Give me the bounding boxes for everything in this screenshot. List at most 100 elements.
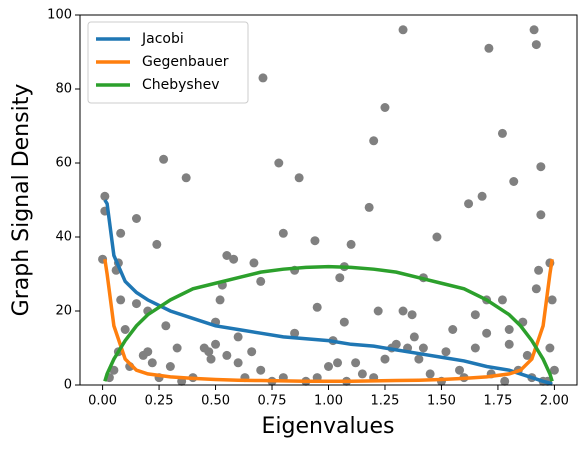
y-tick-label: 20 — [55, 304, 72, 319]
scatter-point — [181, 173, 191, 183]
scatter-point — [497, 295, 507, 305]
x-tick-label: 0.50 — [201, 394, 230, 409]
y-tick-label: 100 — [47, 8, 72, 23]
scatter-point — [159, 154, 169, 164]
scatter-point — [100, 191, 110, 201]
scatter-point — [441, 347, 451, 357]
x-tick-label: 1.50 — [427, 394, 456, 409]
scatter-point — [398, 25, 408, 35]
scatter-point — [120, 325, 130, 334]
scatter-point — [380, 103, 390, 112]
scatter-point — [522, 350, 532, 360]
scatter-point — [529, 25, 539, 35]
scatter-point — [335, 273, 345, 283]
scatter-point — [324, 362, 333, 371]
legend: Jacobi Gegenbauer Chebyshev — [87, 21, 249, 104]
scatter-point — [222, 251, 232, 260]
scatter-point — [229, 254, 239, 264]
scatter-point — [470, 310, 480, 320]
legend-box — [87, 21, 249, 104]
scatter-point — [346, 239, 356, 249]
scatter-point — [464, 199, 474, 209]
scatter-point — [497, 128, 507, 138]
scatter-point — [373, 306, 383, 316]
scatter-point — [455, 365, 465, 375]
scatter-point — [536, 162, 546, 172]
scatter-point — [147, 358, 157, 368]
scatter-point — [131, 214, 141, 223]
x-axis-label: Eigenvalues — [261, 414, 394, 439]
legend-label: Jacobi — [141, 31, 184, 47]
scatter-point — [418, 343, 428, 353]
scatter-point — [143, 347, 153, 357]
scatter-point — [534, 265, 544, 275]
scatter-point — [500, 376, 510, 386]
scatter-point — [369, 136, 379, 146]
y-tick-label: 60 — [55, 156, 72, 171]
series-line — [103, 199, 553, 386]
scatter-point — [409, 332, 419, 342]
scatter-point — [116, 295, 126, 305]
scatter-point — [233, 358, 243, 368]
scatter-point — [531, 40, 541, 50]
scatter-point — [351, 358, 361, 368]
scatter-point — [256, 276, 266, 286]
scatter-point — [116, 228, 126, 238]
scatter-point — [312, 302, 322, 312]
scatter-point — [470, 343, 480, 353]
scatter-point — [504, 325, 514, 334]
scatter-point — [310, 236, 320, 246]
series-line — [103, 264, 554, 382]
scatter-point — [407, 310, 417, 320]
legend-label: Chebyshev — [142, 77, 220, 93]
scatter-point — [477, 191, 487, 201]
scatter-point — [165, 362, 175, 371]
scatter-point — [484, 43, 494, 53]
scatter-point — [391, 339, 401, 349]
scatter-point — [290, 328, 300, 338]
scatter-point — [274, 158, 284, 168]
x-tick-label: 1.75 — [483, 394, 512, 409]
scatter-point — [278, 228, 288, 238]
scatter-point — [432, 232, 442, 242]
scatter-point — [547, 295, 557, 305]
y-tick-label: 80 — [55, 82, 72, 97]
scatter-point — [256, 365, 266, 375]
scatter-point — [509, 177, 519, 186]
scatter-point — [199, 343, 209, 353]
scatter-point — [233, 332, 243, 342]
x-tick-label: 1.25 — [371, 394, 400, 409]
x-tick-label: 0.75 — [258, 394, 287, 409]
scatter-point — [172, 343, 182, 353]
scatter-point — [357, 369, 367, 379]
scatter-point — [448, 325, 458, 334]
scatter-point — [333, 358, 343, 368]
scatter-point — [258, 73, 268, 83]
scatter-point — [364, 202, 374, 212]
scatter-point — [339, 317, 349, 327]
scatter-point — [215, 295, 225, 305]
y-tick-label: 0 — [64, 378, 72, 393]
scatter-point — [549, 365, 559, 375]
scatter-point — [206, 354, 216, 364]
y-tick-label: 40 — [55, 230, 72, 245]
series-line — [103, 258, 554, 384]
legend-label: Gegenbauer — [142, 54, 229, 70]
scatter-point — [211, 339, 221, 349]
scatter-point — [504, 339, 514, 349]
x-tick-label: 2.00 — [540, 394, 569, 409]
scatter-point — [249, 258, 259, 268]
scatter-point — [414, 354, 424, 364]
scatter-point — [247, 347, 257, 357]
scatter-point — [131, 299, 141, 309]
y-axis-label: Graph Signal Density — [9, 84, 34, 317]
scatter-point — [161, 321, 171, 331]
scatter-point — [425, 369, 435, 379]
scatter-point — [536, 210, 546, 220]
scatter-point — [545, 343, 555, 353]
scatter-point — [531, 284, 541, 294]
scatter-point — [380, 354, 390, 364]
scatter-point — [152, 239, 162, 249]
scatter-point — [222, 350, 232, 360]
